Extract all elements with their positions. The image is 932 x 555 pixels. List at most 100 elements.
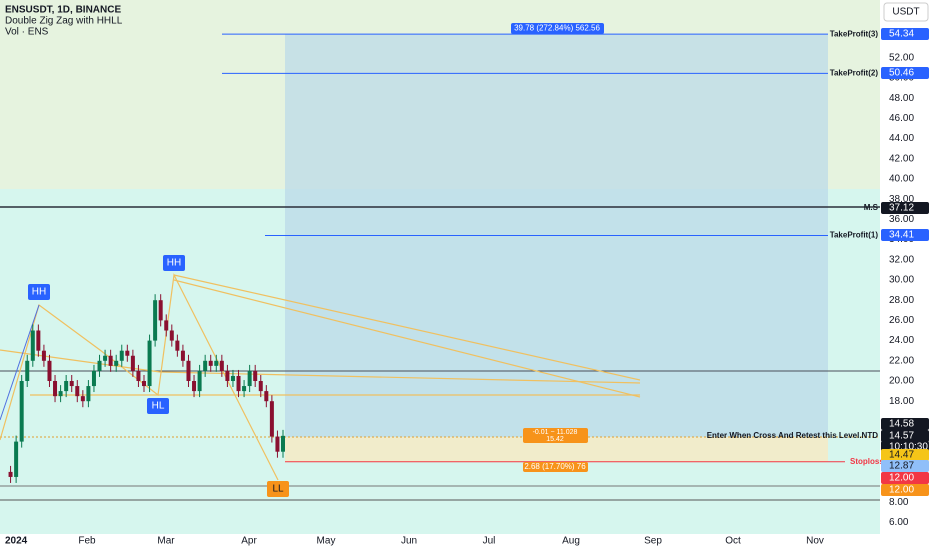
zigzag [0,273,641,481]
candle [186,360,191,381]
candle [180,350,185,361]
candle [86,386,91,402]
candle [192,381,197,392]
candle [25,360,30,381]
candle [236,375,241,392]
price-tag-label: 50.46 [889,68,914,79]
y-tick-label: 44.00 [889,133,914,144]
x-tick-label: Oct [725,536,741,547]
candle [197,370,202,392]
price-tag [881,430,929,442]
candle [41,350,46,361]
candle [230,375,235,381]
candle [53,381,58,397]
candle [30,330,35,361]
position-label-bg [511,23,604,34]
position-label-bg [147,398,169,414]
candle [14,441,19,477]
level-label: TakeProfit(2) [830,68,879,77]
x-tick-label: 2024 [5,536,28,547]
position-label: 2.68 (17.70%) 76 [524,462,586,471]
currency[interactable]: USDT [892,7,919,18]
level-label: M.S [864,203,879,212]
x-tick-label: May [317,536,336,547]
candle [153,300,158,341]
candle [214,360,219,366]
x-tick-label: Sep [644,536,662,547]
pivot-label: LL [272,484,284,495]
y-tick-label: 32.00 [889,254,914,265]
x-tick-label: Mar [157,536,175,547]
level-label: TakeProfit(3) [830,29,879,38]
candle [225,370,230,381]
price-tag [881,484,929,496]
candle [75,386,80,397]
volume-label: Vol · ENS [5,27,49,38]
y-tick-label: 22.00 [889,355,914,366]
price-tag-label: 54.34 [889,29,914,40]
price-tag-label: 10:10:30 [889,442,928,453]
x-tick-label: Aug [562,536,580,547]
candle [169,330,174,341]
x-tick-label: Feb [78,536,96,547]
y-tick-label: 46.00 [889,113,914,124]
position-label-bg [523,462,588,472]
y-tick-label: 40.00 [889,174,914,185]
price-tag-label: 14.58 [889,419,914,430]
price-tag-label: 12.87 [889,461,914,472]
pivot-label: HH [32,287,46,298]
candle [203,360,208,371]
price-tag [881,67,929,79]
candle [147,340,152,387]
y-tick-label: 42.00 [889,153,914,164]
candle [8,471,13,477]
x-tick-label: Apr [241,536,257,547]
candle [164,320,169,331]
candle [219,360,224,371]
y-tick-label: 24.00 [889,335,914,346]
pivot-label: HL [152,401,165,412]
price-tag-label: 12.00 [889,485,914,496]
candle [119,350,124,361]
price-tag-label: 37.12 [889,203,914,214]
candle [253,370,258,381]
time-axis [0,534,932,550]
position-label: -0.01 − 11.028 [533,429,578,436]
y-tick-label: 26.00 [889,315,914,326]
level-label: TakeProfit(1) [830,231,879,240]
currency-button[interactable] [883,2,929,22]
candle [158,300,163,321]
y-tick-label: 8.00 [889,497,909,508]
position-label-bg [163,255,185,271]
level-label: Enter When Cross And Retest this Level.N… [707,431,879,440]
candle [19,381,24,442]
position-label-bg [523,428,588,443]
x-tick-label: Jun [401,536,417,547]
position-label-bg [28,284,50,300]
price-tag-label: 34.41 [889,230,914,241]
candle [69,381,74,387]
symbol: ENSUSDT, 1D, BINANCE [5,5,121,16]
x-tick-label: Jul [483,536,496,547]
candle [125,350,130,356]
candle [142,381,146,387]
price-tag [881,229,929,241]
y-tick-label: 30.00 [889,275,914,286]
candle [208,360,213,366]
candle [242,386,247,392]
price-tag [881,418,929,430]
candle [58,391,63,397]
price-tag [881,472,929,484]
level-label: Stoploss [850,457,884,466]
price-tag-label: 14.57 [889,431,914,442]
price-tag [881,460,929,472]
candle [108,355,113,366]
candle [175,340,180,351]
x-tick-label: Nov [806,536,824,547]
position-label: 39.78 (272.84%) 562.56 [514,24,600,33]
candle [269,401,274,437]
y-tick-label: 48.00 [889,93,914,104]
candle [80,396,85,402]
price-tag-label: 14.47 [889,450,914,461]
